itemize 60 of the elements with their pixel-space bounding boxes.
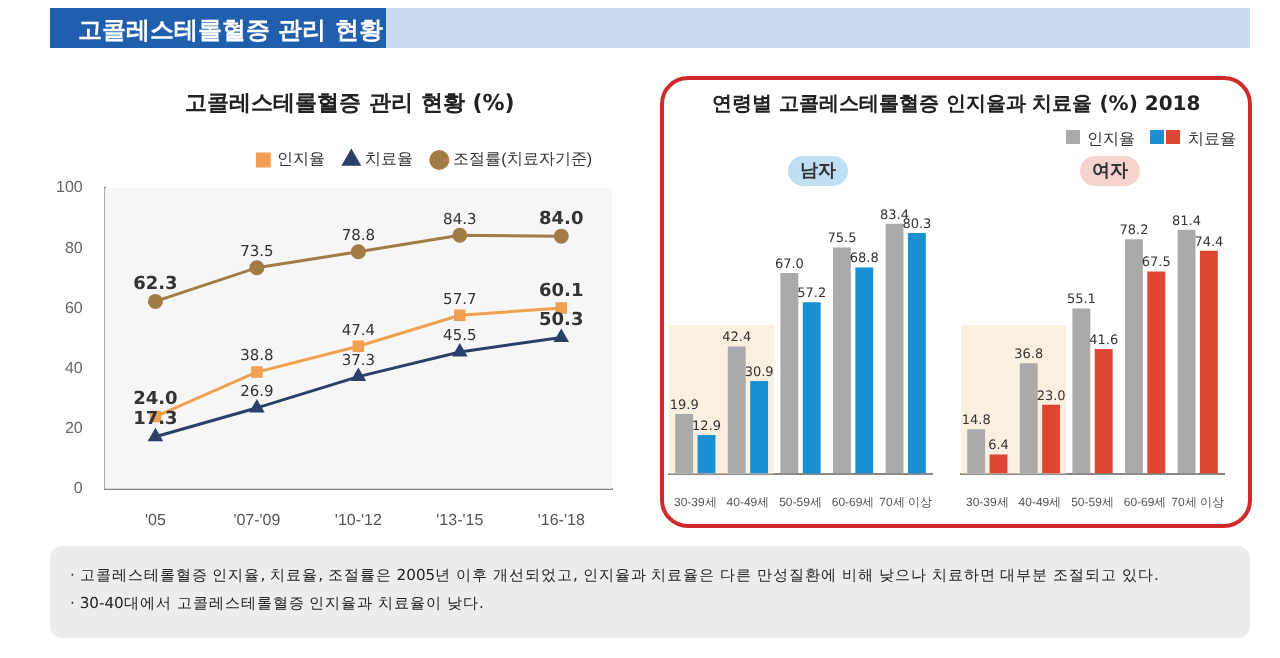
bar	[802, 302, 821, 474]
point	[352, 340, 365, 352]
y-tick-label: 100	[55, 178, 84, 197]
data-label: 62.3	[133, 275, 178, 296]
bar	[967, 429, 986, 474]
x-tick-label: '10-'12	[334, 510, 383, 529]
point	[554, 330, 568, 342]
x-tick-label: '05	[144, 510, 167, 529]
bar	[855, 267, 874, 474]
legend-label: 치료율	[1185, 128, 1236, 150]
data-label: 50.3	[539, 311, 584, 332]
point	[452, 227, 468, 243]
point	[148, 429, 163, 442]
x-tick-label: '16-'18	[537, 510, 586, 529]
legend-label: 조절률(치료자기준)	[453, 150, 593, 169]
bar	[1125, 239, 1143, 474]
y-tick-label: 60	[64, 298, 84, 317]
data-label: 24.0	[133, 390, 178, 411]
chart-subtitle: 남자	[788, 156, 848, 186]
bar	[907, 233, 926, 474]
point	[454, 309, 466, 321]
bar	[1177, 229, 1196, 474]
legend-label: 인지율	[277, 150, 326, 169]
point	[249, 260, 265, 276]
data-label: 84.0	[539, 209, 584, 230]
legend-label: 치료율	[365, 150, 414, 169]
point	[453, 344, 467, 357]
point	[350, 244, 366, 260]
bar	[1072, 308, 1091, 474]
y-tick-label: 40	[64, 358, 84, 377]
chart-title: 고콜레스테롤혈증 관리 현황 (%)	[183, 88, 517, 118]
bar	[750, 381, 769, 474]
bar	[697, 434, 716, 474]
text: 고콜레스테롤혈증 관리 현황	[76, 16, 383, 44]
bar	[1042, 404, 1061, 474]
bar	[727, 346, 746, 474]
point	[553, 228, 569, 244]
bar	[1019, 363, 1038, 474]
point	[147, 293, 163, 309]
legend-label: 인지율	[1084, 128, 1135, 150]
chart-subtitle: 여자	[1080, 156, 1140, 186]
y-tick-label: 80	[64, 238, 84, 257]
bar	[675, 413, 694, 474]
data-label: 17.3	[133, 410, 178, 431]
point	[351, 369, 366, 382]
chart-title: 연령별 고콜레스테롤혈증 인지율과 치료율 (%) 2018	[709, 92, 1203, 118]
point	[250, 400, 264, 413]
y-tick-label: 20	[64, 419, 84, 438]
y-tick-label: 0	[73, 479, 84, 498]
x-tick-label: '07-'09	[233, 510, 282, 529]
point	[251, 366, 263, 378]
bar	[833, 247, 851, 474]
bar	[989, 454, 1008, 474]
bar	[1147, 271, 1166, 474]
data-label: 60.1	[539, 281, 584, 302]
bar	[885, 223, 904, 474]
x-tick-label: '13-'15	[436, 510, 485, 529]
bar	[1199, 250, 1218, 474]
bar	[1094, 348, 1113, 474]
bar	[780, 272, 799, 474]
